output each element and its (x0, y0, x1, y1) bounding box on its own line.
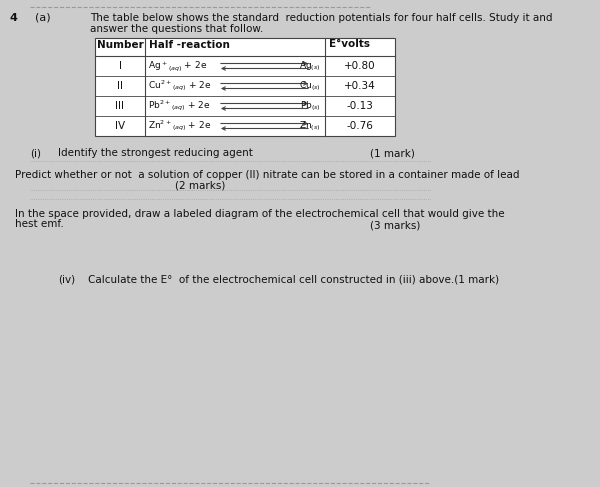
Text: Predict whether or not  a solution of copper (II) nitrate can be stored in a con: Predict whether or not a solution of cop… (15, 170, 520, 180)
Text: (i): (i) (30, 148, 41, 158)
Text: Ag$_{(s)}$: Ag$_{(s)}$ (299, 59, 321, 73)
Text: III: III (115, 101, 125, 111)
Text: +0.80: +0.80 (344, 61, 376, 71)
Text: Cu$^{2+}$$_{(aq)}$ + 2e: Cu$^{2+}$$_{(aq)}$ + 2e (148, 79, 211, 93)
Text: In the space provided, draw a labeled diagram of the electrochemical cell that w: In the space provided, draw a labeled di… (15, 209, 505, 219)
Text: Half -reaction: Half -reaction (149, 40, 230, 50)
Text: Number: Number (97, 40, 143, 50)
Text: hest emf.: hest emf. (15, 219, 64, 229)
Text: -0.76: -0.76 (347, 121, 373, 131)
Text: (iv): (iv) (58, 274, 75, 284)
Text: IV: IV (115, 121, 125, 131)
Text: II: II (117, 81, 123, 91)
Text: answer the questions that follow.: answer the questions that follow. (90, 24, 263, 34)
Text: E°volts: E°volts (329, 39, 370, 49)
Bar (95, 38, 395, 136)
Text: Zn$^{2+}$$_{(aq)}$ + 2e: Zn$^{2+}$$_{(aq)}$ + 2e (148, 119, 211, 133)
Text: Identify the strongest reducing agent: Identify the strongest reducing agent (58, 148, 253, 158)
Text: Zn$_{(s)}$: Zn$_{(s)}$ (299, 119, 321, 133)
Text: The table below shows the standard  reduction potentials for four half cells. St: The table below shows the standard reduc… (90, 13, 553, 23)
Text: Calculate the E°  of the electrochemical cell constructed in (iii) above.(1 mark: Calculate the E° of the electrochemical … (88, 274, 499, 284)
Text: (3 marks): (3 marks) (370, 221, 421, 231)
Text: Pb$_{(s)}$: Pb$_{(s)}$ (300, 99, 321, 113)
Text: 4: 4 (10, 13, 18, 23)
Text: -0.13: -0.13 (347, 101, 373, 111)
Text: (2 marks): (2 marks) (175, 180, 225, 190)
Text: I: I (119, 61, 121, 71)
Text: Cu$_{(s)}$: Cu$_{(s)}$ (299, 79, 321, 93)
Text: (a): (a) (35, 13, 50, 23)
Text: Ag$^+$$_{(aq)}$ + 2e: Ag$^+$$_{(aq)}$ + 2e (148, 59, 207, 73)
Text: Pb$^{2+}$$_{(aq)}$ + 2e: Pb$^{2+}$$_{(aq)}$ + 2e (148, 99, 211, 113)
Text: (1 mark): (1 mark) (370, 148, 415, 158)
Text: +0.34: +0.34 (344, 81, 376, 91)
